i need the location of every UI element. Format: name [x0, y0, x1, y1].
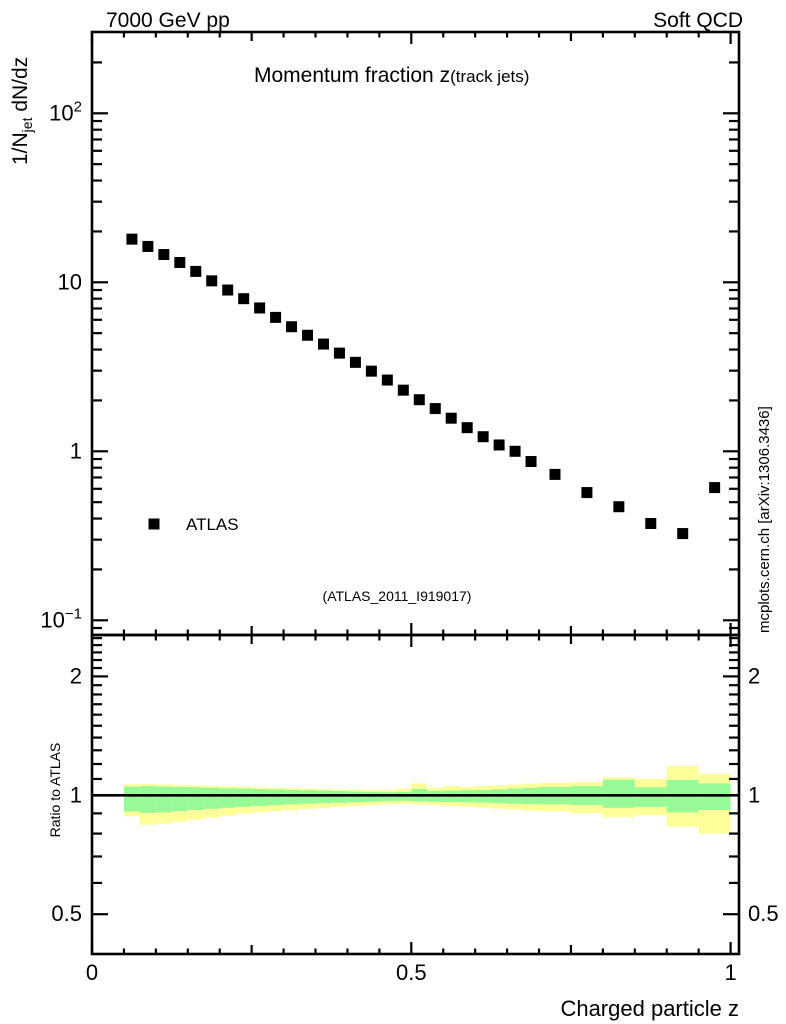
data-point-marker — [254, 302, 266, 314]
band-inner-segment — [698, 783, 731, 810]
ratio-panel-frame — [90, 633, 741, 956]
main-y-tick-label: 10−1 — [40, 605, 82, 632]
band-inner-segment — [363, 791, 380, 802]
data-point-marker — [302, 329, 314, 341]
main-y-tick-label: 102 — [49, 98, 82, 125]
main-panel-frame — [90, 30, 741, 637]
x-tick-label: 1 — [724, 960, 736, 985]
data-point-marker — [333, 347, 345, 359]
band-inner-segment — [315, 790, 332, 804]
data-point-marker — [525, 456, 537, 468]
ratio-y-tick-label-left: 0.5 — [51, 901, 82, 926]
main-y-tick-label: 10 — [58, 269, 82, 294]
ratio-uncertainty-band-inner — [123, 779, 731, 813]
band-inner-segment — [139, 786, 156, 813]
data-point-marker — [477, 431, 489, 443]
data-point-marker — [381, 374, 393, 386]
band-inner-segment — [235, 788, 252, 807]
x-axis-title: Charged particle z — [560, 996, 739, 1021]
ratio-y-tick-label-right: 1 — [748, 782, 760, 807]
band-inner-segment — [331, 791, 348, 803]
mcplots-watermark: mcplots.cern.ch [arXiv:1306.3436] — [756, 406, 773, 633]
data-point-marker — [206, 275, 218, 287]
legend-label: ATLAS — [186, 515, 239, 534]
main-plot-title: Momentum fraction z(track jets) — [254, 64, 529, 87]
data-point-marker — [238, 293, 250, 305]
data-point-marker — [461, 422, 473, 434]
legend: ATLAS — [148, 515, 239, 534]
data-point-marker — [142, 240, 154, 252]
data-point-marker — [581, 487, 593, 499]
legend-marker-filled-square — [148, 518, 160, 530]
x-tick-label: 0 — [86, 960, 98, 985]
data-point-marker — [413, 394, 425, 406]
ratio-y-tick-label-right: 2 — [748, 663, 760, 688]
data-point-marker — [174, 256, 186, 268]
band-inner-segment — [155, 786, 172, 813]
axis-tick-labels: 102 10 1 10−1 2 2 1 1 0.5 0.5 0 0.5 1 — [40, 98, 778, 985]
x-tick-label: 0.5 — [396, 960, 427, 985]
data-point-marker — [509, 445, 521, 457]
data-point-marker — [645, 517, 657, 529]
ratio-y-tick-label-left: 2 — [70, 663, 82, 688]
data-point-marker — [286, 321, 298, 333]
data-point-marker — [270, 311, 282, 323]
band-inner-segment — [267, 789, 284, 806]
data-point-marker — [126, 233, 138, 245]
band-inner-segment — [219, 788, 236, 808]
data-point-marker — [445, 412, 457, 424]
data-point-marker — [365, 365, 377, 377]
data-point-marker — [613, 501, 625, 513]
band-inner-segment — [283, 789, 300, 805]
band-inner-segment — [203, 787, 220, 809]
data-point-marker — [677, 528, 689, 540]
main-y-axis-title: 1/Njet dN/dz — [9, 57, 35, 165]
band-inner-segment — [379, 792, 396, 802]
analysis-reference-label: (ATLAS_2011_I919017) — [323, 588, 472, 604]
band-inner-segment — [123, 786, 140, 812]
ratio-y-axis-title: Ratio to ATLAS — [47, 743, 63, 838]
header-process-label: Soft QCD — [653, 9, 743, 32]
data-point-marker — [709, 482, 721, 494]
header-beam-label: 7000 GeV pp — [106, 9, 230, 32]
main-y-tick-label: 1 — [70, 438, 82, 463]
band-inner-segment — [187, 787, 204, 810]
data-point-marker — [397, 384, 409, 396]
band-inner-segment — [299, 790, 316, 804]
data-series-atlas — [126, 233, 721, 540]
band-inner-segment — [347, 791, 364, 803]
data-point-marker — [429, 403, 441, 415]
band-inner-segment — [251, 789, 268, 806]
ratio-y-tick-label-right: 0.5 — [748, 901, 779, 926]
data-point-marker — [549, 468, 561, 480]
band-inner-segment — [171, 786, 188, 812]
data-point-marker — [349, 356, 361, 368]
data-point-marker — [222, 284, 234, 296]
data-point-marker — [158, 249, 170, 261]
ratio-y-tick-label-left: 1 — [70, 782, 82, 807]
data-point-marker — [190, 265, 202, 277]
data-point-marker — [317, 338, 329, 350]
band-inner-segment — [634, 787, 667, 807]
data-point-marker — [493, 439, 505, 451]
band-inner-segment — [602, 779, 635, 808]
